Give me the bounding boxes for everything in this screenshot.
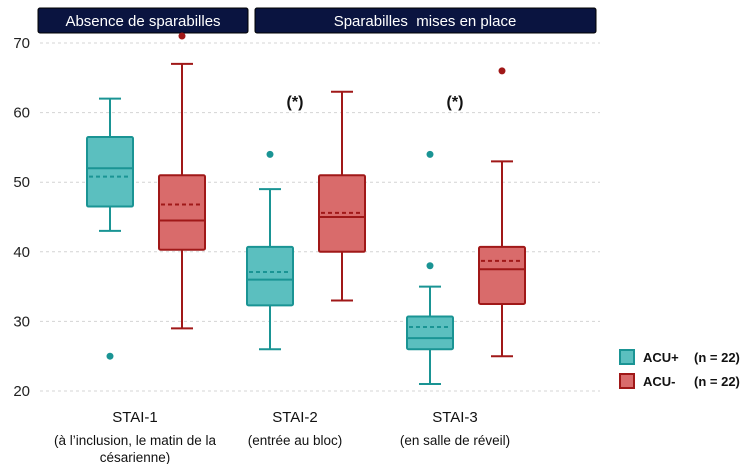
category-sublabel: (à l’inclusion, le matin de la [54, 433, 217, 448]
outlier-point [426, 262, 434, 270]
legend-swatch [619, 373, 635, 389]
banner-sparabilles-box [254, 7, 597, 34]
y-axis-ticks: 20 30 40 50 60 70 [13, 35, 30, 400]
legend-item: ACU- (n = 22) [619, 373, 740, 389]
box-iqr [478, 245, 526, 305]
banner-absence: Absence de sparabilles [37, 7, 249, 34]
x-axis-categories: STAI-1 (à l’inclusion, le matin de la césa… [54, 409, 510, 464]
category-sublabel: (en salle de réveil) [400, 433, 510, 448]
legend-swatch [619, 349, 635, 365]
legend-series-name: ACU+ [643, 350, 679, 365]
y-tick-label: 60 [13, 105, 30, 122]
category-label: STAI-3 [432, 409, 478, 426]
series-acu-minus [158, 32, 526, 358]
outlier-point [178, 32, 186, 40]
y-tick-label: 50 [13, 174, 30, 191]
banner-absence-box [37, 7, 249, 34]
legend-series-n: (n = 22) [694, 350, 740, 365]
banner-sparabilles: Sparabilles mises en place [254, 7, 597, 34]
box-group [478, 67, 526, 358]
category-label: STAI-2 [272, 409, 318, 426]
outlier-point [498, 67, 506, 75]
category-sublabel: (entrée au bloc) [248, 433, 343, 448]
box-iqr [158, 174, 206, 251]
outlier-point [266, 150, 274, 158]
category-sublabel: césarienne) [100, 450, 171, 464]
banner-sparabilles-label: Sparabilles mises en place [334, 13, 517, 30]
legend-series-name: ACU- [643, 374, 676, 389]
category-label: STAI-1 [112, 409, 158, 426]
box-plot-series [86, 32, 526, 386]
y-tick-label: 20 [13, 383, 30, 400]
box-group [246, 150, 294, 351]
y-tick-label: 70 [13, 35, 30, 52]
box-group [406, 150, 454, 386]
legend: ACU+ (n = 22) ACU- (n = 22) [619, 349, 740, 389]
significance-marker: (*) [287, 94, 304, 111]
outlier-point [426, 150, 434, 158]
legend-item: ACU+ (n = 22) [619, 349, 740, 365]
box-iqr [406, 315, 454, 351]
significance-annotations: (*) (*) [287, 94, 464, 111]
series-acu-plus [86, 97, 454, 386]
box-iqr [246, 245, 294, 307]
outlier-point [106, 352, 114, 360]
y-tick-label: 30 [13, 313, 30, 330]
box-iqr [86, 135, 134, 208]
banner-absence-label: Absence de sparabilles [65, 13, 220, 30]
significance-marker: (*) [447, 94, 464, 111]
box-group [318, 90, 366, 302]
legend-series-n: (n = 22) [694, 374, 740, 389]
box-group [158, 32, 206, 330]
box-group [86, 97, 134, 360]
y-tick-label: 40 [13, 244, 30, 261]
